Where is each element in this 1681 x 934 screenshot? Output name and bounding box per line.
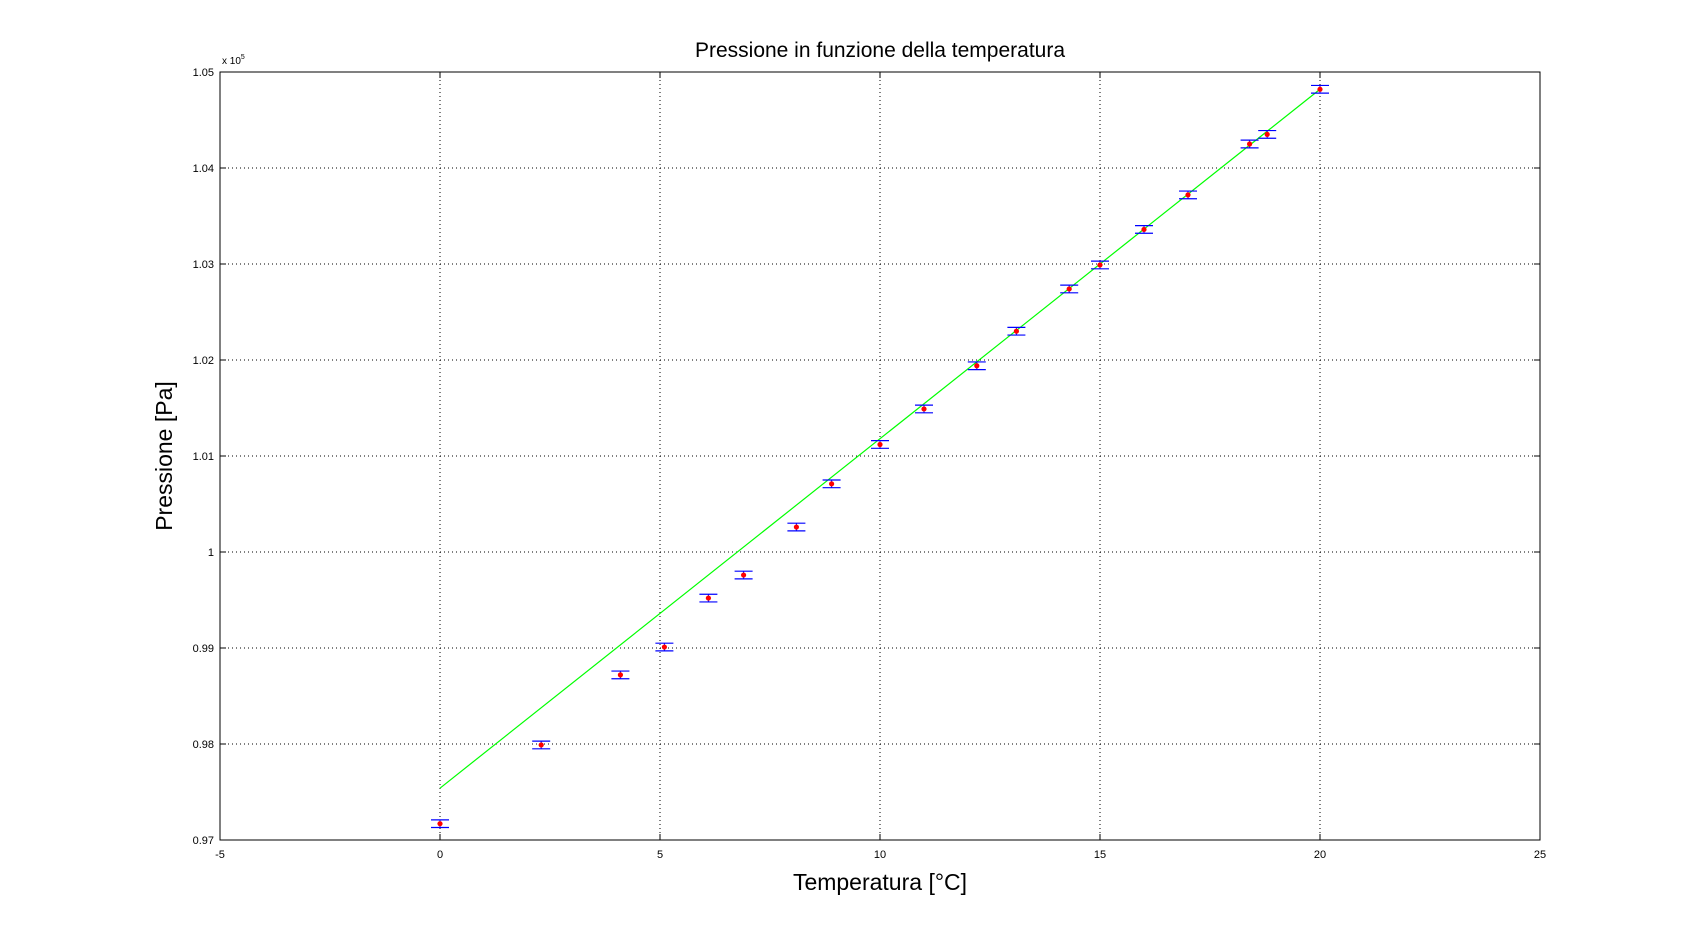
y-tick-label: 1.03 [193, 259, 214, 271]
data-marker [661, 644, 668, 650]
x-tick-label: 10 [874, 849, 886, 861]
grid-lines [220, 72, 1540, 840]
data-point [1060, 284, 1079, 294]
data-point [822, 479, 841, 489]
y-axis-multiplier-exponent: 5 [241, 54, 245, 61]
data-point [655, 642, 674, 652]
data-point [787, 522, 806, 532]
data-marker [1013, 328, 1020, 334]
chart-title: Pressione in funzione della temperatura [695, 39, 1065, 62]
x-axis-label: Temperatura [°C] [793, 869, 967, 895]
y-axis-label: Pressione [Pa] [151, 381, 177, 531]
data-point [1258, 129, 1277, 139]
y-tick-label: 1 [208, 547, 214, 559]
x-tick-label: 25 [1534, 849, 1546, 861]
plot-area: -5 0 5 10 15 20 25 0.97 0.98 0.99 1 1.01 1.02 1.03 1.0… [193, 67, 1547, 861]
data-points-group [431, 84, 1329, 829]
data-marker [1185, 192, 1191, 198]
data-point [734, 570, 753, 580]
data-point [611, 670, 630, 680]
data-marker [538, 742, 544, 748]
data-marker [705, 595, 712, 601]
x-tick-label: -5 [215, 849, 225, 861]
data-marker [617, 672, 624, 678]
data-point [532, 740, 551, 750]
data-point [1240, 139, 1259, 149]
x-tick-label: 15 [1094, 849, 1106, 861]
data-marker [829, 481, 835, 487]
y-tick-label: 0.97 [193, 835, 214, 847]
data-marker [974, 363, 980, 369]
data-marker [877, 441, 883, 448]
data-marker [921, 406, 927, 412]
data-marker [741, 572, 747, 578]
y-tick-label: 0.98 [193, 739, 214, 751]
data-point [1007, 326, 1026, 336]
fit-line [439, 88, 1321, 789]
data-marker [1317, 86, 1323, 92]
data-marker [1066, 286, 1072, 292]
data-marker [793, 524, 800, 530]
data-marker [1247, 141, 1253, 147]
data-marker [437, 821, 443, 827]
x-tick-label: 20 [1314, 849, 1326, 861]
data-point [871, 440, 889, 449]
y-tick-label: 1.02 [193, 355, 214, 367]
data-point [699, 593, 718, 603]
y-tick-label: 1.05 [193, 67, 214, 79]
data-point [1135, 225, 1153, 234]
data-marker [1141, 226, 1147, 233]
x-tick-label: 5 [657, 849, 663, 861]
data-point [431, 819, 449, 829]
x-tick-label: 0 [437, 849, 443, 861]
y-tick-label: 0.99 [193, 643, 214, 655]
data-point [915, 404, 933, 414]
data-marker [1264, 131, 1270, 137]
y-tick-label: 1.04 [193, 163, 214, 175]
y-axis-multiplier: x 105 [222, 54, 245, 67]
fit-line-group [439, 88, 1321, 789]
axis-ticks: -5 0 5 10 15 20 25 0.97 0.98 0.99 1 1.01 1.02 1.03 1.0… [193, 67, 1547, 861]
y-tick-label: 1.01 [193, 451, 214, 463]
y-axis-multiplier-base: x 10 [222, 56, 241, 67]
data-point [967, 361, 986, 371]
data-point [1091, 260, 1109, 270]
data-point [1311, 84, 1329, 94]
data-marker [1097, 262, 1103, 268]
data-point [1179, 190, 1197, 200]
